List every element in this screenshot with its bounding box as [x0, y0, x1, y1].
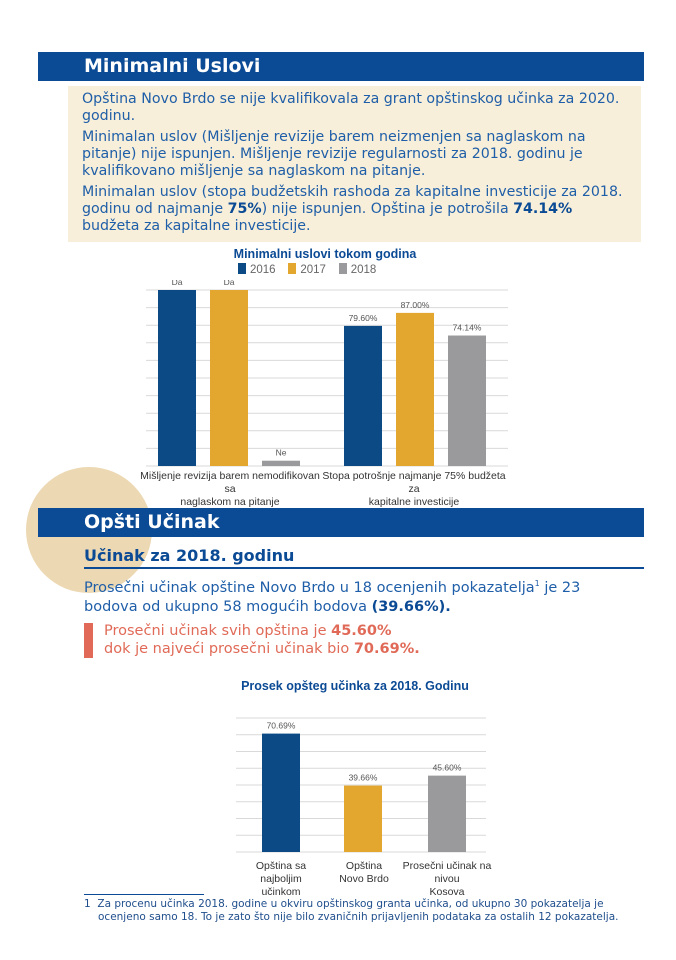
chart2-data-label: 39.66% [349, 773, 378, 783]
chart2-bar-2 [344, 785, 382, 852]
footnote-rule [84, 894, 204, 895]
paragraph-qualification: Opština Novo Brdo se nije kvalifikovala … [82, 91, 620, 124]
chart1-bar-2016-group1 [158, 290, 196, 466]
subsection-title: Učinak za 2018. godinu [84, 546, 295, 565]
chart1-data-label: 87.00% [401, 300, 430, 310]
chart2-category-label-kosovo: Prosečni učinak na nivou Kosova [402, 860, 492, 898]
chart1-bars [158, 290, 486, 466]
chart1-bar-2017-group2 [396, 312, 434, 466]
legend-item-2018: 2018 [338, 263, 376, 276]
chart2-data-label: 70.69% [267, 721, 296, 731]
chart1-category-label-capital: Stopa potrošnje najmanje 75% budžeta za k… [322, 470, 506, 508]
chart1-data-label: Da [172, 280, 183, 287]
footnote: 1 Za procenu učinka 2018. godine u okvir… [84, 898, 619, 923]
chart1-data-label: 79.60% [349, 313, 378, 323]
section-minimalni-uslovi-banner: Minimalni Uslovi [38, 52, 644, 81]
subsection-underline [84, 567, 644, 569]
chart1-data-label: Da [224, 280, 235, 287]
minimal-conditions-box: Opština Novo Brdo se nije kvalifikovala … [68, 86, 641, 242]
chart1-data-labels: Da Da Ne 79.60% 87.00% 74.14% [172, 280, 482, 458]
chart2-bar-1 [262, 733, 300, 852]
performance-intro: Prosečni učinak opštine Novo Brdo u 18 o… [84, 579, 581, 615]
section-opsti-ucinak-banner: Opšti Učinak [38, 508, 644, 537]
chart2-category-label-novo-brdo: Opština Novo Brdo [339, 860, 389, 885]
chart2-bars [262, 733, 466, 852]
callout-accent-bar [84, 623, 93, 658]
chart2-title: Prosek opšteg učinka za 2018. Godinu [241, 679, 469, 693]
section-title: Minimalni Uslovi [84, 55, 261, 77]
chart1-data-label: 74.14% [453, 323, 482, 333]
chart2-data-labels: 70.69% 39.66% 45.60% [267, 721, 462, 783]
chart1-title: Minimalni uslovi tokom godina [233, 247, 417, 261]
chart1-gridlines [146, 289, 508, 467]
chart1-bar-2017-group1 [210, 290, 248, 466]
chart2-bar-3 [428, 775, 466, 852]
paragraph-audit-condition: Minimalan uslov (Mišljenje revizije bare… [82, 129, 586, 179]
paragraph-capital-condition: Minimalan uslov (stopa budžetskih rashod… [82, 184, 623, 234]
chart1-bar-2016-group2 [344, 325, 382, 466]
legend-item-2017: 2017 [288, 263, 326, 276]
legend-item-2016: 2016 [238, 263, 276, 276]
chart1-bar-chart: Da Da Ne 79.60% 87.00% 74.14% [146, 280, 508, 467]
chart2-category-label-best: Opština sa najboljim učinkom [255, 860, 307, 898]
chart1-data-label: Ne [276, 448, 287, 458]
chart2-bar-chart: 70.69% 39.66% 45.60% [236, 717, 486, 853]
chart1-legend: 2016 2017 2018 [238, 263, 438, 276]
section-title: Opšti Učinak [84, 511, 220, 533]
chart2-data-label: 45.60% [433, 763, 462, 773]
chart1-bar-2018-group1 [262, 460, 300, 466]
chart1-category-label-audit: Mišljenje revizija barem nemodifikovan s… [140, 470, 320, 508]
callout-text: Prosečni učinak svih opština je 45.60% d… [104, 623, 420, 657]
chart1-bar-2018-group2 [448, 335, 486, 466]
